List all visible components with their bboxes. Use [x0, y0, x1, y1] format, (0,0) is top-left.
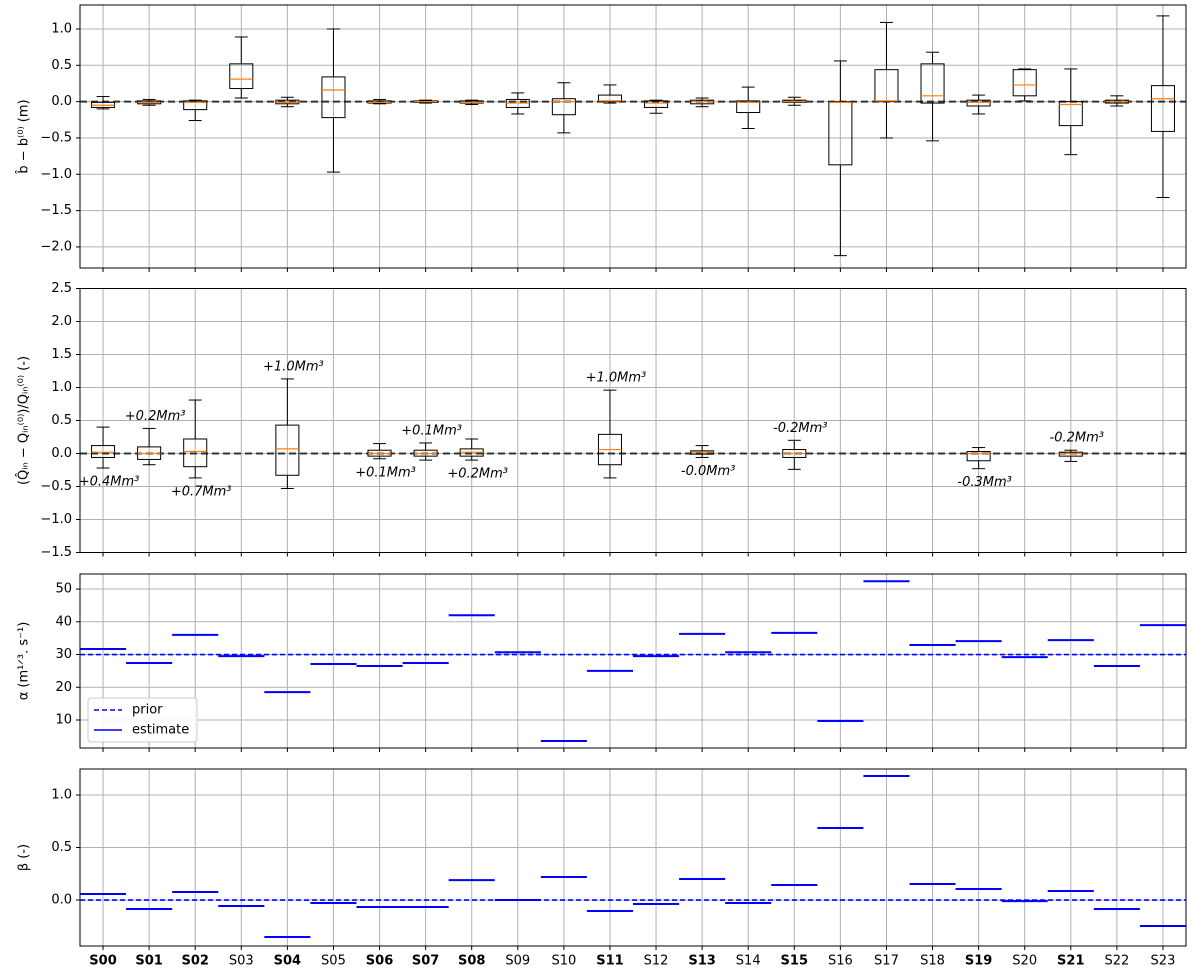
- y-tick-label: 30: [55, 647, 72, 662]
- y-tick-label: 20: [55, 680, 72, 695]
- annotation: +0.1Mm³: [401, 423, 462, 438]
- box: [920, 63, 945, 104]
- box: [275, 424, 300, 476]
- y-tick-label: 0.5: [51, 58, 72, 73]
- y-tick-label: −1.0: [40, 512, 72, 527]
- y-tick-label: −1.5: [40, 203, 72, 218]
- box: [644, 100, 669, 108]
- y-tick-label: −1.5: [40, 545, 72, 560]
- x-tick-label: S17: [874, 954, 899, 969]
- x-tick-label: S21: [1057, 954, 1084, 969]
- x-tick-label: S13: [688, 954, 715, 969]
- y-axis-label: α (m¹ᐟ³. s⁻¹): [17, 622, 32, 701]
- box: [966, 451, 991, 462]
- x-tick-label: S14: [736, 954, 761, 969]
- box: [828, 101, 853, 166]
- x-tick-label: S03: [229, 954, 254, 969]
- x-tick-label: S20: [1012, 954, 1037, 969]
- box: [1150, 85, 1175, 132]
- annotation: -0.2Mm³: [773, 421, 827, 436]
- box: [736, 100, 761, 114]
- x-tick-label: S22: [1104, 954, 1129, 969]
- box: [966, 99, 991, 107]
- annotation: +0.2Mm³: [447, 467, 508, 482]
- x-tick-label: S01: [135, 954, 162, 969]
- y-axis-label: (Q̂ᵢₙ − Qᵢₙ⁽⁰⁾)/Qᵢₙ⁽⁰⁾ (-): [16, 356, 31, 485]
- annotation: -0.3Mm³: [957, 475, 1011, 490]
- y-tick-label: 2.5: [51, 281, 72, 296]
- box: [321, 76, 346, 119]
- y-tick-label: 0.0: [51, 94, 72, 109]
- axes-frame: [79, 768, 1187, 947]
- x-tick-label: S23: [1151, 954, 1176, 969]
- x-tick-label: S15: [781, 954, 808, 969]
- y-tick-label: 0.0: [51, 446, 72, 461]
- y-tick-label: −1.0: [40, 167, 72, 182]
- box: [91, 445, 116, 458]
- y-tick-label: 50: [55, 582, 72, 597]
- legend-label: prior: [132, 703, 163, 718]
- y-tick-label: 1.0: [51, 380, 72, 395]
- annotation: +0.1Mm³: [355, 465, 416, 480]
- x-tick-label: S10: [551, 954, 576, 969]
- y-tick-label: 2.0: [51, 314, 72, 329]
- x-tick-label: S09: [505, 954, 530, 969]
- box: [183, 438, 208, 468]
- x-tick-label: S06: [366, 954, 393, 969]
- axes-frame: [79, 573, 1187, 749]
- x-tick-label: S02: [181, 954, 208, 969]
- y-tick-label: 0.0: [51, 893, 72, 908]
- x-tick-label: S18: [920, 954, 945, 969]
- y-axis-label: b̂ − b⁽⁰⁾ (m): [16, 99, 31, 174]
- x-tick-label: S05: [321, 954, 346, 969]
- annotation: +1.0Mm³: [586, 371, 647, 386]
- x-tick-label: S04: [274, 954, 301, 969]
- x-tick-label: S07: [412, 954, 439, 969]
- box: [874, 69, 899, 103]
- box: [1012, 69, 1037, 97]
- axes-frame: [79, 4, 1187, 269]
- y-tick-label: 1.0: [51, 788, 72, 803]
- annotation: -0.2Mm³: [1050, 431, 1104, 446]
- legend-box: [87, 697, 198, 743]
- y-tick-label: 0.5: [51, 413, 72, 428]
- box: [183, 100, 208, 111]
- y-tick-label: 10: [55, 713, 72, 728]
- x-tick-label: S12: [644, 954, 669, 969]
- annotation: +0.2Mm³: [125, 409, 186, 424]
- y-tick-label: 1.0: [51, 21, 72, 36]
- y-tick-label: −0.5: [40, 130, 72, 145]
- y-tick-label: −0.5: [40, 479, 72, 494]
- x-tick-label: S11: [596, 954, 623, 969]
- box: [551, 98, 576, 116]
- y-tick-label: 40: [55, 614, 72, 629]
- axes-frame: [79, 288, 1187, 553]
- y-tick-label: 1.5: [51, 347, 72, 362]
- legend-label: estimate: [132, 723, 189, 738]
- y-tick-label: −2.0: [40, 239, 72, 254]
- annotation: +0.4Mm³: [79, 475, 140, 490]
- x-tick-label: S19: [965, 954, 992, 969]
- box: [1058, 451, 1083, 457]
- annotation: -0.0Mm³: [681, 464, 735, 479]
- annotation: +1.0Mm³: [263, 359, 324, 374]
- x-tick-label: S00: [89, 954, 116, 969]
- box: [597, 94, 622, 103]
- box: [1058, 101, 1083, 127]
- x-tick-label: S08: [458, 954, 485, 969]
- y-axis-label: β (-): [17, 844, 32, 871]
- x-tick-label: S16: [828, 954, 853, 969]
- y-tick-label: 0.5: [51, 840, 72, 855]
- box: [229, 63, 254, 90]
- annotation: +0.7Mm³: [171, 484, 232, 499]
